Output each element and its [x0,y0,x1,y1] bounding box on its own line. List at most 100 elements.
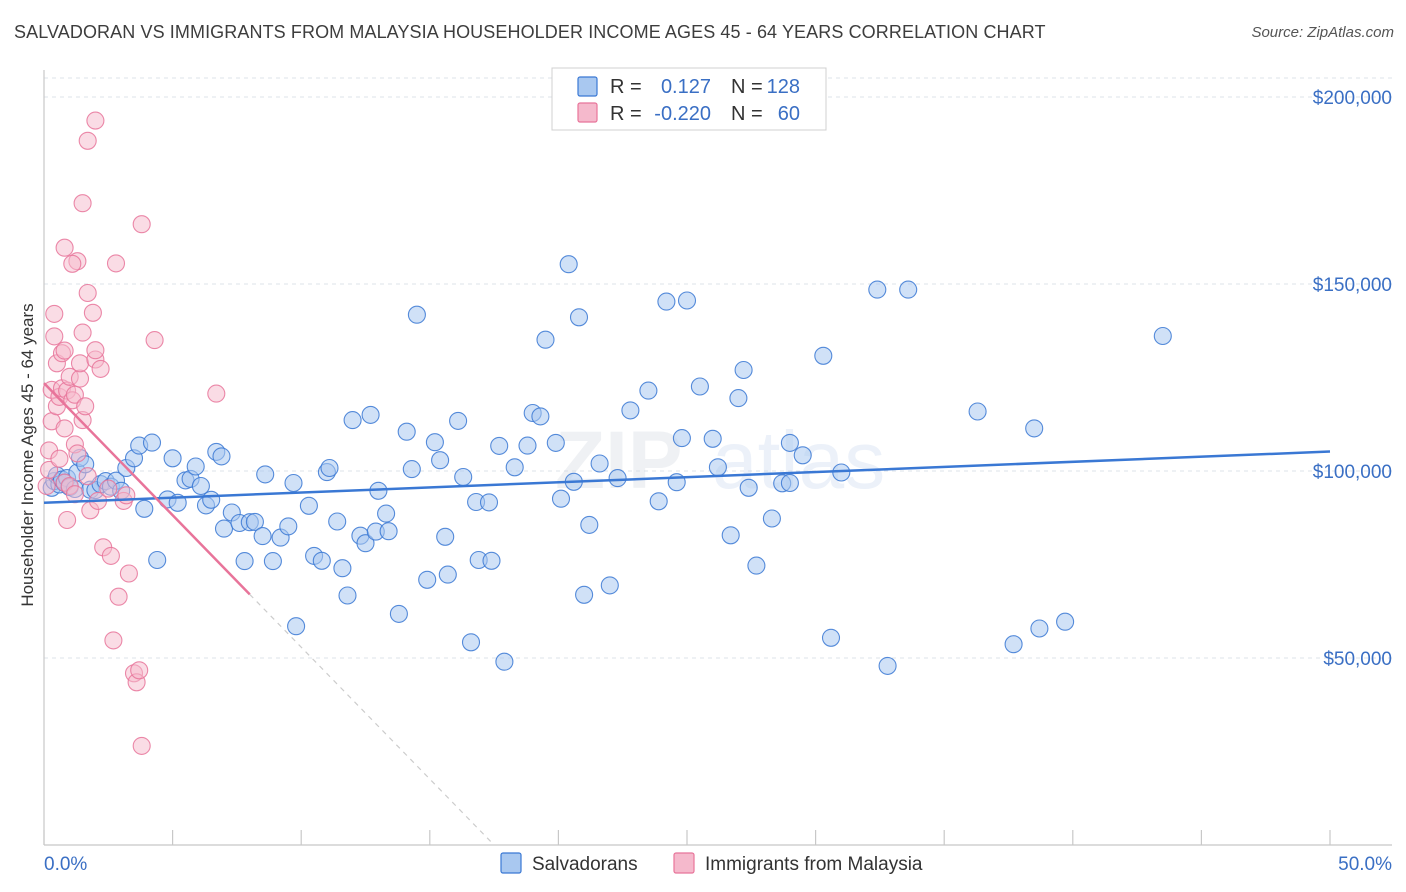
salvadoran-point [402,460,421,479]
malaysia-point [78,283,97,303]
legend-r-label-2: R = [610,103,642,125]
salvadoran-point [431,451,450,470]
salvadoran-point [569,308,589,327]
malaysia-point [55,419,74,438]
malaysia-point [37,476,56,496]
malaysia-point [50,449,69,468]
salvadoran-point [649,492,668,511]
salvadoran-point [425,433,444,452]
legend-swatch-pink [577,102,598,123]
malaysia-point [106,254,126,273]
legend-box: R = 0.127 N = 128 R = -0.220 N = 60 [551,67,827,131]
salvadoran-point [284,473,303,493]
grid-lines [44,77,1392,659]
legend-n-value-1: 128 [767,76,800,98]
malaysia-trend-line [43,382,251,596]
salvadoran-point [1030,619,1049,638]
salvadoran-point [418,570,437,589]
malaysia-point [78,131,97,150]
salvadoran-point [214,519,234,538]
salvadoran-point [389,604,408,623]
salvadoran-point [397,422,416,441]
salvadoran-point [739,478,758,497]
y-axis-label: Householder Income Ages 45 - 64 years [18,303,37,606]
bottom-legend-swatch-pink [673,852,695,874]
salvadoran-point [436,527,455,546]
salvadoran-point [703,429,722,448]
y-tick-labels: $50,000 $100,000 $150,000 $200,000 [1313,88,1392,670]
salvadoran-point [287,617,306,636]
salvadoran-point [734,360,753,380]
salvadoran-point [245,512,264,531]
salvadoran-point [263,552,282,571]
salvadoran-point [454,467,473,487]
salvadoran-point [279,517,298,536]
salvadoran-point [1056,612,1075,631]
salvadoran-point [1004,635,1023,654]
salvadoran-point [1025,419,1044,438]
legend-frame [551,67,827,131]
salvadoran-point [708,458,727,477]
salvadoran-point [312,551,331,570]
salvadoran-point [677,291,697,310]
malaysia-point [78,467,97,486]
salvadoran-point [379,522,398,541]
salvadoran-point [878,656,897,675]
x-ticks [43,830,1331,845]
malaysia-point [86,341,105,360]
y-tick-label: $200,000 [1313,88,1392,109]
legend-n-label-2: N = [731,103,763,125]
malaysia-point [68,444,87,463]
legend-swatch-blue [577,76,598,97]
salvadoran-point [868,280,887,299]
bottom-legend-label-malaysia: Immigrants from Malaysia [705,854,923,875]
bottom-legend-label-salvadorans: Salvadorans [532,854,638,875]
salvadoran-point [657,292,676,311]
legend-n-value-2: 60 [778,103,800,125]
salvadoran-point [551,489,571,508]
malaysia-point [86,111,105,130]
salvadoran-point [639,381,658,400]
salvadoran-point [449,411,468,430]
malaysia-point [99,479,118,498]
bottom-legend: Salvadorans Immigrants from Malaysia [500,852,923,875]
salvadoran-point [191,476,210,496]
trend-lines [43,382,1331,846]
malaysia-point [70,354,90,373]
malaysia-point [130,661,149,680]
salvadoran-point [407,305,426,324]
x-tick-label-max: 50.0% [1338,854,1392,875]
source-credit: Source: ZipAtlas.com [1251,24,1394,41]
malaysia-point [76,397,95,416]
salvadoran-point [253,527,272,546]
salvadoran-point [356,534,375,553]
malaysia-point [65,385,84,404]
salvadoran-trend-line [43,450,1331,505]
salvadoran-point [575,585,594,604]
salvadoran-point [559,255,578,274]
salvadoran-point [495,652,514,671]
malaysia-trend-extension [249,594,495,846]
salvadoran-point [482,551,501,570]
salvadoran-point [490,436,509,455]
salvadoran-point [536,330,555,349]
salvadoran-point [608,469,627,488]
salvadoran-point [531,407,550,426]
salvadoran-point [256,465,275,484]
legend-r-value-2: -0.220 [654,103,711,125]
malaysia-point [73,194,92,213]
salvadoran-point [580,515,599,534]
malaysia-point [73,323,92,342]
salvadorans-points [42,255,1172,675]
salvadoran-point [328,512,347,531]
salvadoran-point [546,433,565,452]
malaysia-point [83,303,102,322]
y-tick-label: $50,000 [1323,649,1392,670]
salvadoran-point [333,559,352,578]
bottom-legend-swatch-blue [500,852,522,874]
salvadoran-point [212,447,231,466]
salvadoran-point [361,405,380,424]
salvadoran-point [518,436,537,455]
malaysia-point [145,331,164,350]
malaysia-point [40,460,59,479]
